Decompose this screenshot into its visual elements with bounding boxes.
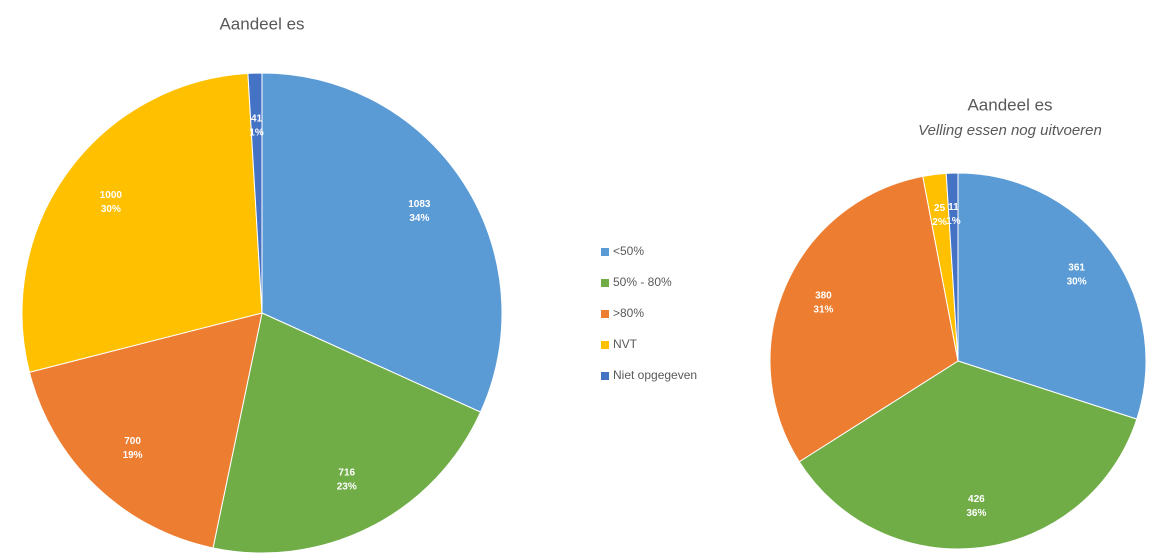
data-label-count: 25 [934,203,946,214]
pie-slice [28,312,263,549]
legend-label: <50% [613,244,644,258]
legend-swatch [601,279,609,287]
data-label: 31% [813,304,833,315]
chart-subtitle: Velling essen nog uitvoeren [918,122,1102,139]
data-label: 1% [946,216,961,227]
data-label-count: 380 [815,290,832,301]
data-label: 19% [123,450,143,461]
chart-title: Aandeel es [219,14,304,33]
data-label: 23% [337,482,357,493]
data-label-count: 11 [948,202,959,213]
pie-slice [261,72,503,413]
data-label: 30% [101,204,121,215]
chart-title: Aandeel es [967,95,1052,114]
pie-slice [247,72,263,314]
legend-label: >80% [613,306,644,320]
legend-swatch [601,248,609,256]
pie-slice [957,172,1147,420]
data-label-count: 426 [968,494,985,505]
data-label-count: 361 [1068,262,1085,273]
pie-slice [769,175,959,463]
data-label-count: 1083 [408,199,431,210]
data-label: 2% [932,217,947,228]
legend-label: NVT [613,337,638,351]
data-label-count: 716 [338,468,355,479]
pie-slice [212,312,482,554]
legend-swatch [601,372,609,380]
data-label-count: 1000 [100,190,123,201]
data-label: 36% [966,508,986,519]
pie-slice [21,72,263,373]
data-label: 30% [1067,276,1087,287]
legend-swatch [601,341,609,349]
pie-slice [798,360,1138,550]
legend-label: 50% - 80% [613,275,672,289]
data-label-count: 700 [124,436,141,447]
data-label-count: 41 [251,114,263,125]
data-label: 34% [409,213,429,224]
legend-label: Niet opgegeven [613,368,697,382]
pie-slice [945,172,959,362]
data-label: 1% [249,128,264,139]
legend-swatch [601,310,609,318]
